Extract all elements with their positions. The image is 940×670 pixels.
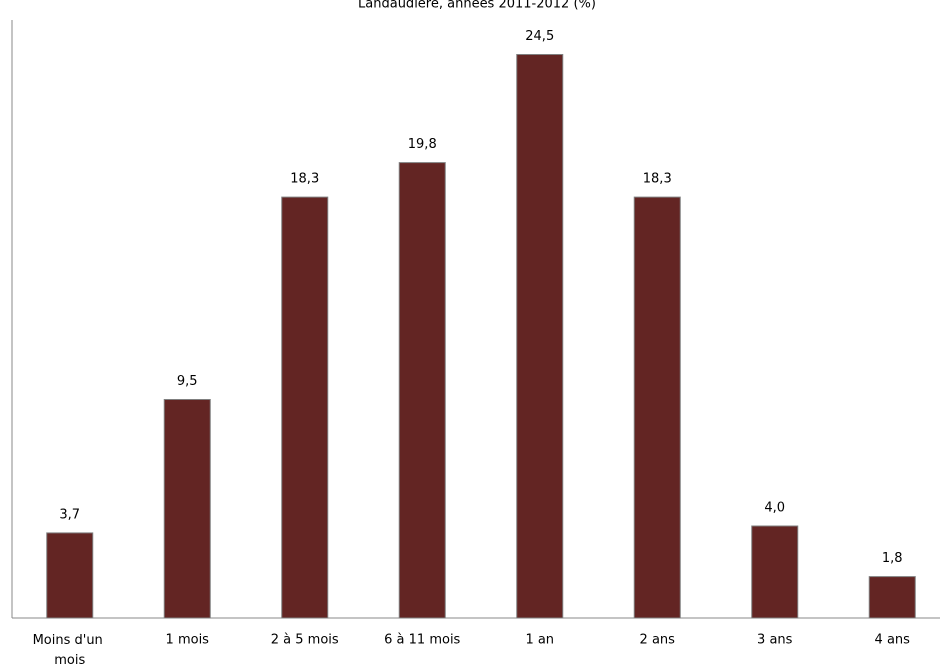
x-tick-label: 3 ans [757,633,793,648]
x-tick-label: 4 ans [875,633,911,648]
data-label: 24,5 [525,29,554,44]
x-tick-label: 6 à 11 mois [384,633,460,648]
bar [633,196,681,619]
data-label: 3,7 [59,507,80,522]
x-tick-label: 2 ans [640,633,676,648]
bar [163,399,211,619]
data-label: 9,5 [177,374,198,389]
data-label: 4,0 [764,501,785,516]
data-label: 18,3 [290,172,319,187]
x-tick-label: Moins d'un mois [33,633,107,668]
bar [46,532,94,619]
x-tick-label: 1 an [525,633,554,648]
data-label: 1,8 [882,551,903,566]
bar [398,162,446,619]
bar [281,196,329,619]
x-tick-label: 1 mois [166,633,210,648]
bar [516,54,564,619]
data-label: 18,3 [643,172,672,187]
chart-title: Landaudière, années 2011-2012 (%) [358,0,596,12]
data-label: 19,8 [408,137,437,152]
x-tick-label: 2 à 5 mois [271,633,339,648]
bar [868,576,916,619]
bar [751,525,799,619]
